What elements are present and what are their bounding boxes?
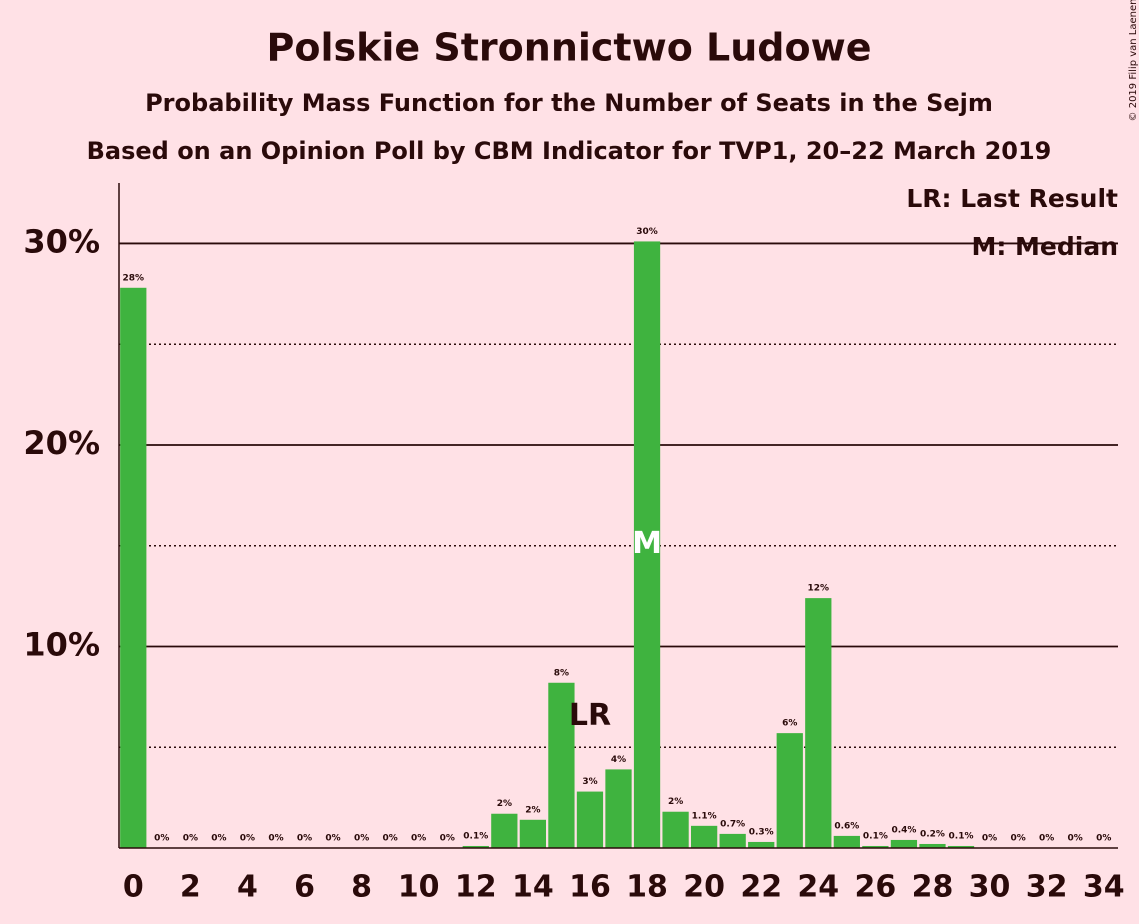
value-label: 0% [1068, 834, 1083, 844]
value-label: 0% [354, 834, 369, 844]
value-label: 12% [808, 584, 830, 594]
bar [690, 825, 718, 848]
x-tick-label: 18 [626, 870, 668, 905]
chart-subtitle: Based on an Opinion Poll by CBM Indicato… [87, 137, 1052, 165]
value-label: 0% [240, 834, 255, 844]
bar [519, 819, 547, 848]
x-tick-label: 12 [455, 870, 497, 905]
value-label: 3% [582, 777, 597, 787]
value-label: 0% [1010, 834, 1025, 844]
value-label: 0% [211, 834, 226, 844]
bar [947, 845, 975, 848]
x-tick-label: 32 [1026, 870, 1068, 905]
bar [120, 287, 147, 849]
bar [748, 841, 775, 848]
value-label: 0.4% [891, 825, 916, 835]
bar [919, 843, 946, 848]
chart-title: Polskie Stronnictwo Ludowe [267, 26, 872, 70]
x-tick-label: 20 [683, 870, 725, 905]
bar [862, 845, 889, 848]
value-label: 0% [982, 834, 997, 844]
bar [548, 682, 575, 848]
value-label: 0% [268, 834, 283, 844]
y-tick-label: 20% [23, 424, 100, 462]
value-label: 0.3% [749, 827, 774, 837]
value-label: 0% [1039, 834, 1054, 844]
x-tick-label: 28 [912, 870, 954, 905]
value-label: 30% [636, 227, 658, 237]
median-marker: M [632, 526, 662, 561]
value-label: 0% [1096, 834, 1111, 844]
bar [491, 813, 518, 848]
x-tick-label: 6 [294, 870, 315, 905]
bar [662, 811, 689, 848]
y-tick-label: 30% [23, 222, 100, 260]
x-tick-label: 24 [797, 870, 839, 905]
x-tick-label: 14 [512, 870, 554, 905]
chart-subtitle: Probability Mass Function for the Number… [145, 89, 993, 117]
bar [776, 733, 803, 848]
value-label: 0% [183, 834, 198, 844]
last-result-marker: LR [569, 698, 611, 733]
x-tick-label: 26 [855, 870, 897, 905]
value-label: 0% [297, 834, 312, 844]
value-label: 2% [668, 797, 683, 807]
bar [462, 845, 489, 848]
value-label: 0.2% [920, 829, 945, 839]
value-label: 2% [525, 805, 540, 815]
value-label: 0.7% [720, 819, 745, 829]
bar [605, 769, 632, 848]
legend-entry: M: Median [971, 232, 1118, 261]
value-label: 1.1% [692, 811, 717, 821]
value-label: 0% [325, 834, 340, 844]
bar [633, 241, 661, 848]
bar [833, 835, 860, 848]
value-label: 0.1% [463, 831, 488, 841]
value-label: 4% [611, 755, 626, 765]
x-tick-label: 10 [398, 870, 440, 905]
x-tick-label: 2 [180, 870, 201, 905]
value-label: 2% [497, 799, 512, 809]
bar [890, 839, 918, 848]
bar [576, 791, 604, 848]
value-label: 0.1% [949, 831, 974, 841]
value-label: 0% [154, 834, 169, 844]
y-tick-label: 10% [23, 625, 100, 663]
x-tick-label: 34 [1083, 870, 1125, 905]
legend-entry: LR: Last Result [906, 184, 1118, 213]
value-label: 0% [440, 834, 455, 844]
bar [719, 833, 746, 848]
x-tick-label: 30 [969, 870, 1011, 905]
x-tick-label: 8 [351, 870, 372, 905]
x-tick-label: 22 [740, 870, 782, 905]
value-label: 0.1% [863, 831, 888, 841]
x-tick-label: 16 [569, 870, 611, 905]
value-label: 0.6% [834, 821, 859, 831]
value-label: 0% [411, 834, 426, 844]
value-label: 8% [554, 668, 569, 678]
value-label: 28% [122, 273, 144, 283]
bar [805, 598, 832, 848]
value-label: 6% [782, 719, 797, 729]
x-tick-label: 0 [123, 870, 144, 905]
copyright: © 2019 Filip van Laenen [1128, 0, 1139, 121]
value-label: 0% [383, 834, 398, 844]
x-tick-label: 4 [237, 870, 258, 905]
